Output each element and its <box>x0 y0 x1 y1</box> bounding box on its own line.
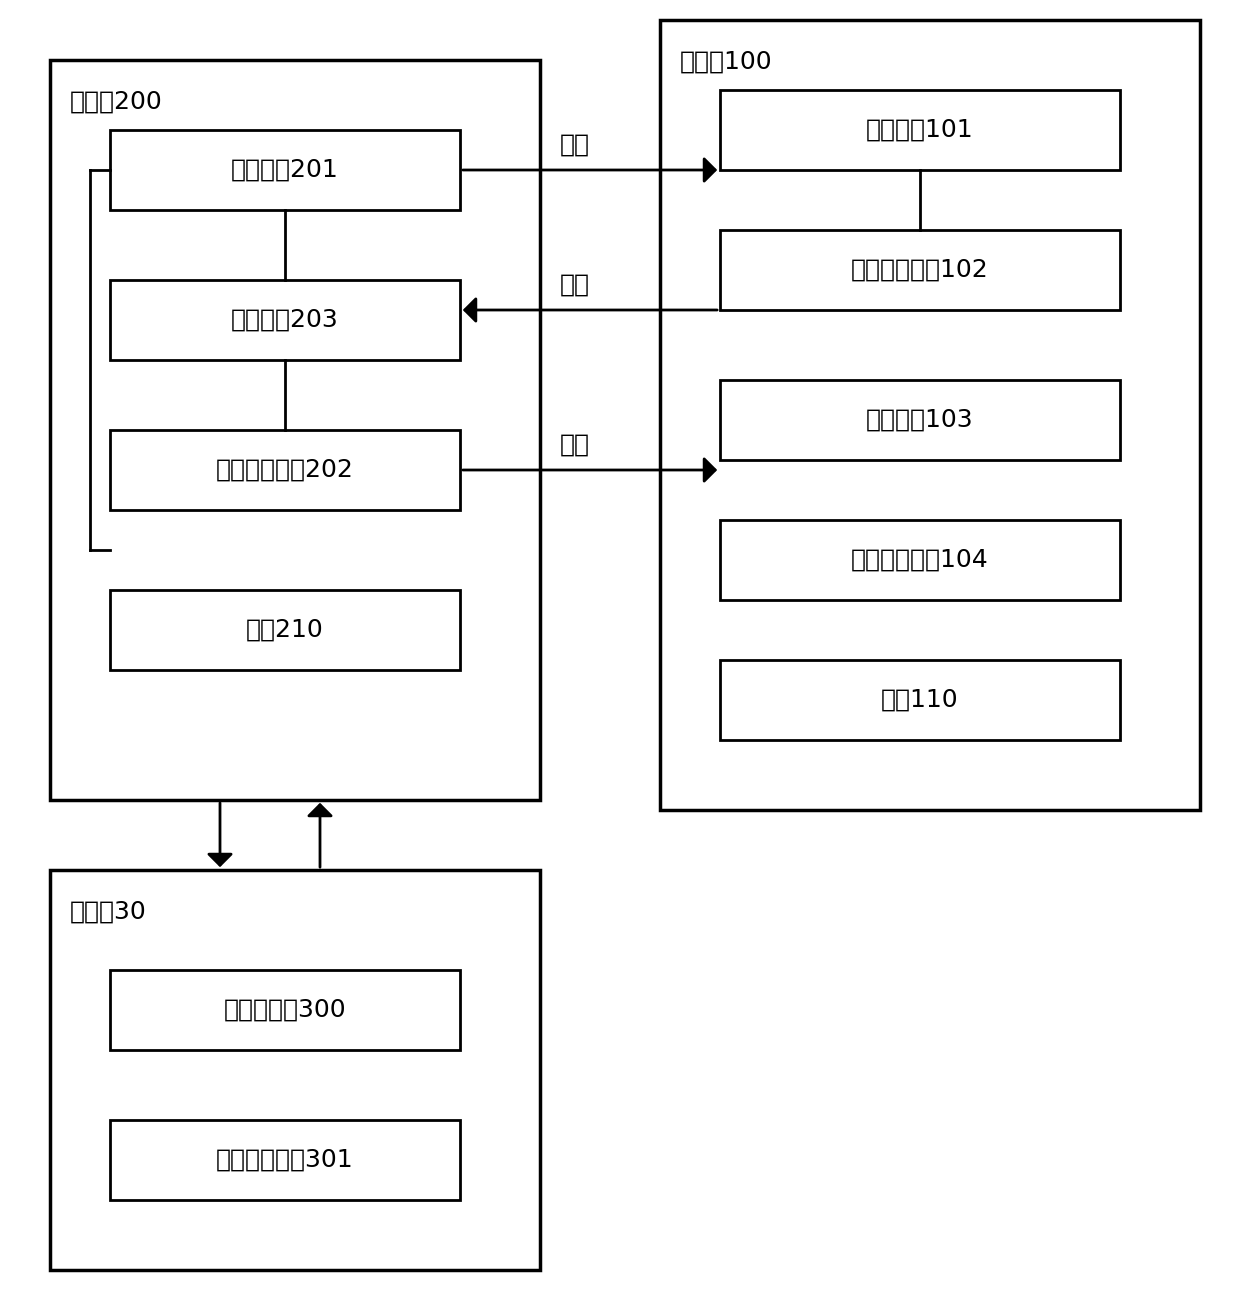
Text: 询问模块201: 询问模块201 <box>231 159 339 182</box>
Text: 天线210: 天线210 <box>246 617 324 642</box>
Text: 电源管理模块102: 电源管理模块102 <box>851 258 988 282</box>
Text: 电源模块203: 电源模块203 <box>231 308 339 332</box>
Bar <box>110 281 460 361</box>
Bar <box>110 430 460 510</box>
Bar <box>720 229 1120 309</box>
Text: 应答器100: 应答器100 <box>680 50 773 73</box>
Text: 天线110: 天线110 <box>882 688 959 712</box>
Bar <box>110 1120 460 1200</box>
Bar <box>720 520 1120 600</box>
Bar <box>720 380 1120 460</box>
Bar <box>110 970 460 1050</box>
Text: 询问器200: 询问器200 <box>69 90 162 114</box>
Bar <box>720 659 1120 739</box>
Text: 数据处理器300: 数据处理器300 <box>223 998 346 1023</box>
Bar <box>50 871 539 1270</box>
Text: 信号: 信号 <box>560 273 590 298</box>
Bar <box>660 20 1200 810</box>
Bar <box>110 590 460 670</box>
Text: 信号: 信号 <box>560 132 590 157</box>
Text: 存储模块103: 存储模块103 <box>867 408 973 433</box>
Text: 数据传输模块202: 数据传输模块202 <box>216 458 353 482</box>
Text: 数据传输模块301: 数据传输模块301 <box>216 1148 353 1172</box>
Bar <box>110 130 460 210</box>
Text: 上位机30: 上位机30 <box>69 899 146 924</box>
Bar <box>50 60 539 800</box>
Bar <box>720 90 1120 170</box>
Text: 无线充电模块104: 无线充电模块104 <box>851 548 988 572</box>
Text: 应答模块101: 应答模块101 <box>867 118 973 142</box>
Text: 能量: 能量 <box>560 433 590 458</box>
